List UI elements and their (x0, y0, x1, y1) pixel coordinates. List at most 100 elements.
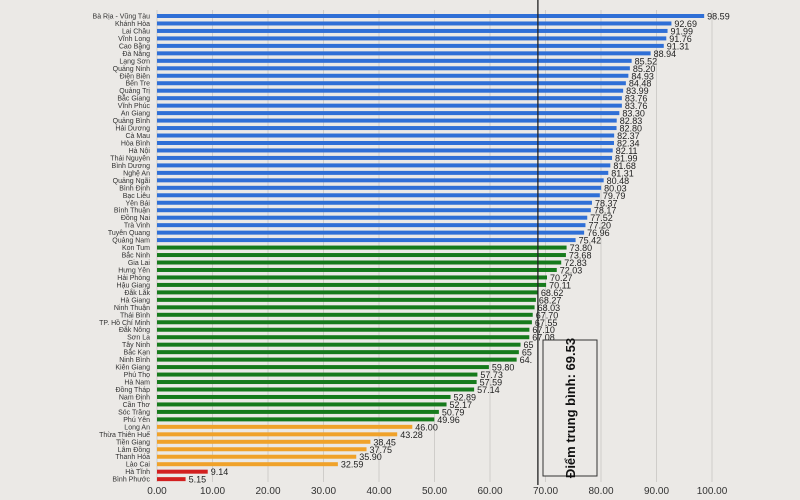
category-label: Quảng Ninh (113, 66, 150, 73)
category-label: Cao Bằng (119, 41, 150, 50)
bar (157, 111, 620, 116)
data-label: 77.52 (590, 213, 613, 223)
data-label: 37.75 (370, 445, 393, 455)
bar (157, 126, 617, 131)
category-label: Quảng Trị (119, 88, 150, 95)
category-label: Vĩnh Long (118, 36, 150, 43)
bar (157, 282, 547, 287)
bar (157, 36, 667, 41)
category-label: Đồng Nai (121, 213, 151, 222)
category-label: Bắc Kạn (124, 348, 151, 357)
bar (157, 58, 632, 63)
data-label: 91.31 (667, 41, 690, 51)
data-label: 82.37 (617, 131, 640, 141)
category-label: Bắc Ninh (122, 251, 151, 260)
category-label: Long An (124, 424, 150, 431)
bar (157, 28, 668, 33)
data-label: 35.90 (359, 452, 382, 462)
category-label: Bạc Liêu (123, 193, 150, 200)
bar (157, 148, 613, 153)
bar (157, 238, 576, 243)
data-label: 70.11 (549, 280, 571, 290)
bar (157, 305, 535, 310)
bar (157, 96, 622, 101)
bar (157, 193, 600, 198)
category-label: Hải Dương (115, 126, 150, 133)
x-tick-label: 90.00 (644, 486, 669, 497)
data-label: 76.96 (587, 228, 610, 238)
data-label: 75.42 (579, 236, 602, 246)
data-label: 73.80 (570, 243, 593, 253)
data-label: 91.99 (671, 26, 694, 36)
bar (157, 118, 617, 123)
bar (157, 215, 588, 220)
bar (157, 380, 477, 385)
data-label: 65 (524, 340, 534, 350)
x-tick-label: 50.00 (422, 486, 447, 497)
bar (157, 409, 439, 414)
data-label: 77.20 (588, 221, 611, 231)
data-label: 85.20 (633, 64, 656, 74)
bar (157, 155, 613, 160)
category-label: Tiền Giang (116, 437, 150, 446)
bar (157, 320, 532, 325)
category-label: Hà Giang (120, 297, 150, 304)
bar (157, 290, 538, 295)
bar (157, 394, 451, 399)
data-label: 67.10 (532, 325, 555, 335)
category-label: Đắk Lắk (124, 288, 150, 297)
bar (157, 170, 609, 175)
data-label: 67.55 (535, 318, 558, 328)
x-tick-label: 10.00 (200, 486, 225, 497)
data-label: 78.17 (594, 206, 617, 216)
bar (157, 469, 208, 474)
category-label: Bà Rịa - Vũng Tàu (93, 14, 151, 21)
data-label: 78.37 (595, 198, 618, 208)
data-label: 80.48 (607, 176, 630, 186)
category-label: Sơn La (127, 335, 150, 342)
bar (157, 462, 338, 467)
bar (157, 81, 626, 86)
bar (157, 432, 398, 437)
data-label: 65 (522, 348, 532, 358)
data-label: 43.28 (400, 430, 423, 440)
bar (157, 387, 475, 392)
category-label: Hải Phòng (117, 275, 150, 282)
category-label: Gia Lai (128, 260, 151, 267)
category-label: Đắk Nông (119, 325, 150, 334)
bar (157, 43, 664, 48)
data-label: 64. (520, 355, 533, 365)
bar (157, 260, 562, 265)
bar (157, 200, 592, 205)
bar (157, 335, 530, 340)
data-label: 84.93 (631, 71, 654, 81)
data-label: 82.11 (616, 146, 638, 156)
bar (157, 417, 435, 422)
bar (157, 21, 672, 26)
category-label: Ninh Thuận (114, 305, 150, 312)
data-label: 50.79 (442, 407, 465, 417)
category-label: Bến Tre (125, 79, 150, 88)
bar (157, 402, 447, 407)
category-label: Đồng Tháp (115, 385, 150, 394)
data-label: 82.83 (620, 116, 643, 126)
bar (157, 223, 586, 228)
data-label: 82.80 (620, 124, 643, 134)
data-label: 73.68 (569, 251, 592, 261)
data-label: 81.68 (613, 161, 636, 171)
bar (157, 275, 547, 280)
data-label: 91.76 (669, 34, 692, 44)
category-label: Nam Định (119, 394, 150, 401)
category-label: Lạng Sơn (119, 58, 150, 65)
category-label: Phú Thọ (124, 372, 150, 379)
category-label: Sóc Trăng (118, 409, 150, 416)
bar (157, 66, 630, 71)
category-label: Bình Phước (112, 477, 150, 484)
data-label: 84.48 (629, 79, 652, 89)
bar (157, 103, 622, 108)
data-label: 98.59 (707, 12, 730, 22)
data-label: 83.99 (626, 86, 649, 96)
category-label: Khánh Hòa (115, 21, 150, 28)
